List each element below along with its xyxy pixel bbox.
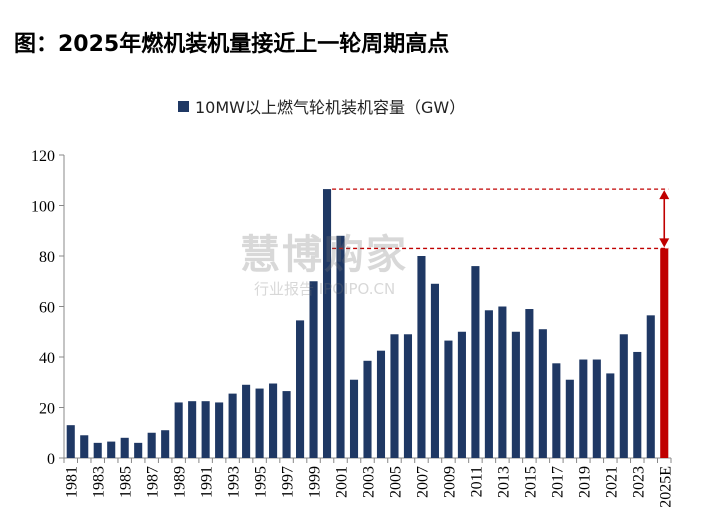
bar xyxy=(471,266,480,458)
gap-arrow-head-down xyxy=(659,238,670,248)
bar xyxy=(525,309,534,458)
y-tick-label: 80 xyxy=(39,249,55,266)
x-tick-label: 1987 xyxy=(145,466,162,498)
y-tick-label: 20 xyxy=(39,401,55,418)
x-tick-label: 1997 xyxy=(280,466,297,498)
x-tick-label: 2001 xyxy=(334,466,351,498)
bar xyxy=(147,432,156,458)
x-tick-label: 1981 xyxy=(64,466,81,498)
x-tick-label: 2015 xyxy=(522,466,539,498)
bar xyxy=(579,359,588,458)
y-axis: 0 20 40 60 80 100 120 xyxy=(31,148,65,468)
bar xyxy=(498,306,507,458)
x-tick-label: 1985 xyxy=(118,466,135,498)
bar xyxy=(201,401,210,458)
x-tick-label: 1993 xyxy=(226,466,243,498)
bar xyxy=(336,235,345,458)
bar xyxy=(255,388,264,458)
bar xyxy=(215,402,224,458)
y-tick-label: 0 xyxy=(47,451,55,468)
x-tick-label: 2019 xyxy=(576,466,593,498)
bar xyxy=(430,283,439,458)
bar xyxy=(403,334,413,458)
bar xyxy=(349,379,359,458)
x-tick-label: 2009 xyxy=(441,466,458,498)
bar xyxy=(592,359,601,458)
bar xyxy=(390,334,399,458)
y-tick-label: 60 xyxy=(39,300,55,317)
bar xyxy=(376,350,386,458)
bar xyxy=(457,331,466,458)
bar xyxy=(484,310,493,458)
bar xyxy=(93,442,102,458)
bar xyxy=(296,320,305,458)
bar xyxy=(646,315,655,458)
x-tick-label: 2003 xyxy=(361,466,378,498)
bar xyxy=(363,360,372,458)
bar xyxy=(417,256,426,458)
x-tick-label: 2021 xyxy=(603,466,620,498)
legend-label: 10MW以上燃气轮机装机容量（GW） xyxy=(195,98,466,117)
legend: 10MW以上燃气轮机装机容量（GW） xyxy=(178,94,465,118)
x-tick-label: 1983 xyxy=(91,466,108,498)
bar xyxy=(120,437,129,458)
bar xyxy=(269,383,278,458)
y-tick-label: 100 xyxy=(31,199,55,216)
bar xyxy=(538,329,547,458)
bar xyxy=(619,334,628,458)
x-tick-label: 1991 xyxy=(199,466,216,498)
bar xyxy=(174,402,183,458)
bar xyxy=(444,340,453,458)
x-tick-label: 1989 xyxy=(172,466,189,498)
bar xyxy=(322,189,332,458)
bar xyxy=(633,351,642,458)
x-tick-label: 2007 xyxy=(414,466,431,498)
legend-swatch xyxy=(178,100,189,112)
chart-title: 图：2025年燃机装机量接近上一轮周期高点 xyxy=(14,32,450,57)
bar xyxy=(80,435,89,458)
peak-comparison-annotation xyxy=(332,188,670,250)
x-tick-label: 2025E xyxy=(657,466,674,508)
bar xyxy=(107,441,116,458)
x-axis: 1981 1983 1985 1987 1989 1991 1993 1995 1997 1999… xyxy=(63,457,674,508)
bar xyxy=(282,391,291,458)
x-tick-label: 1999 xyxy=(307,466,324,498)
bar xyxy=(511,331,520,458)
gap-arrow-head-up xyxy=(659,190,670,200)
bar-highlight xyxy=(660,248,669,458)
bar xyxy=(242,384,251,458)
x-tick-label: 2023 xyxy=(630,466,647,498)
bars xyxy=(66,189,669,458)
y-tick-label: 120 xyxy=(31,148,55,165)
bar xyxy=(565,379,574,458)
x-tick-label: 2017 xyxy=(549,466,566,498)
bar xyxy=(552,363,561,458)
y-tick-label: 40 xyxy=(39,350,55,367)
bar xyxy=(309,281,318,458)
x-tick-label: 2005 xyxy=(387,466,404,498)
bar xyxy=(66,425,75,458)
x-tick-label: 2011 xyxy=(468,466,485,497)
bar xyxy=(228,393,237,458)
x-tick-label: 2013 xyxy=(495,466,512,498)
bar xyxy=(134,442,143,458)
bar xyxy=(606,373,615,458)
bar xyxy=(188,401,197,458)
x-tick-label: 1995 xyxy=(253,466,270,498)
bar xyxy=(161,430,170,458)
